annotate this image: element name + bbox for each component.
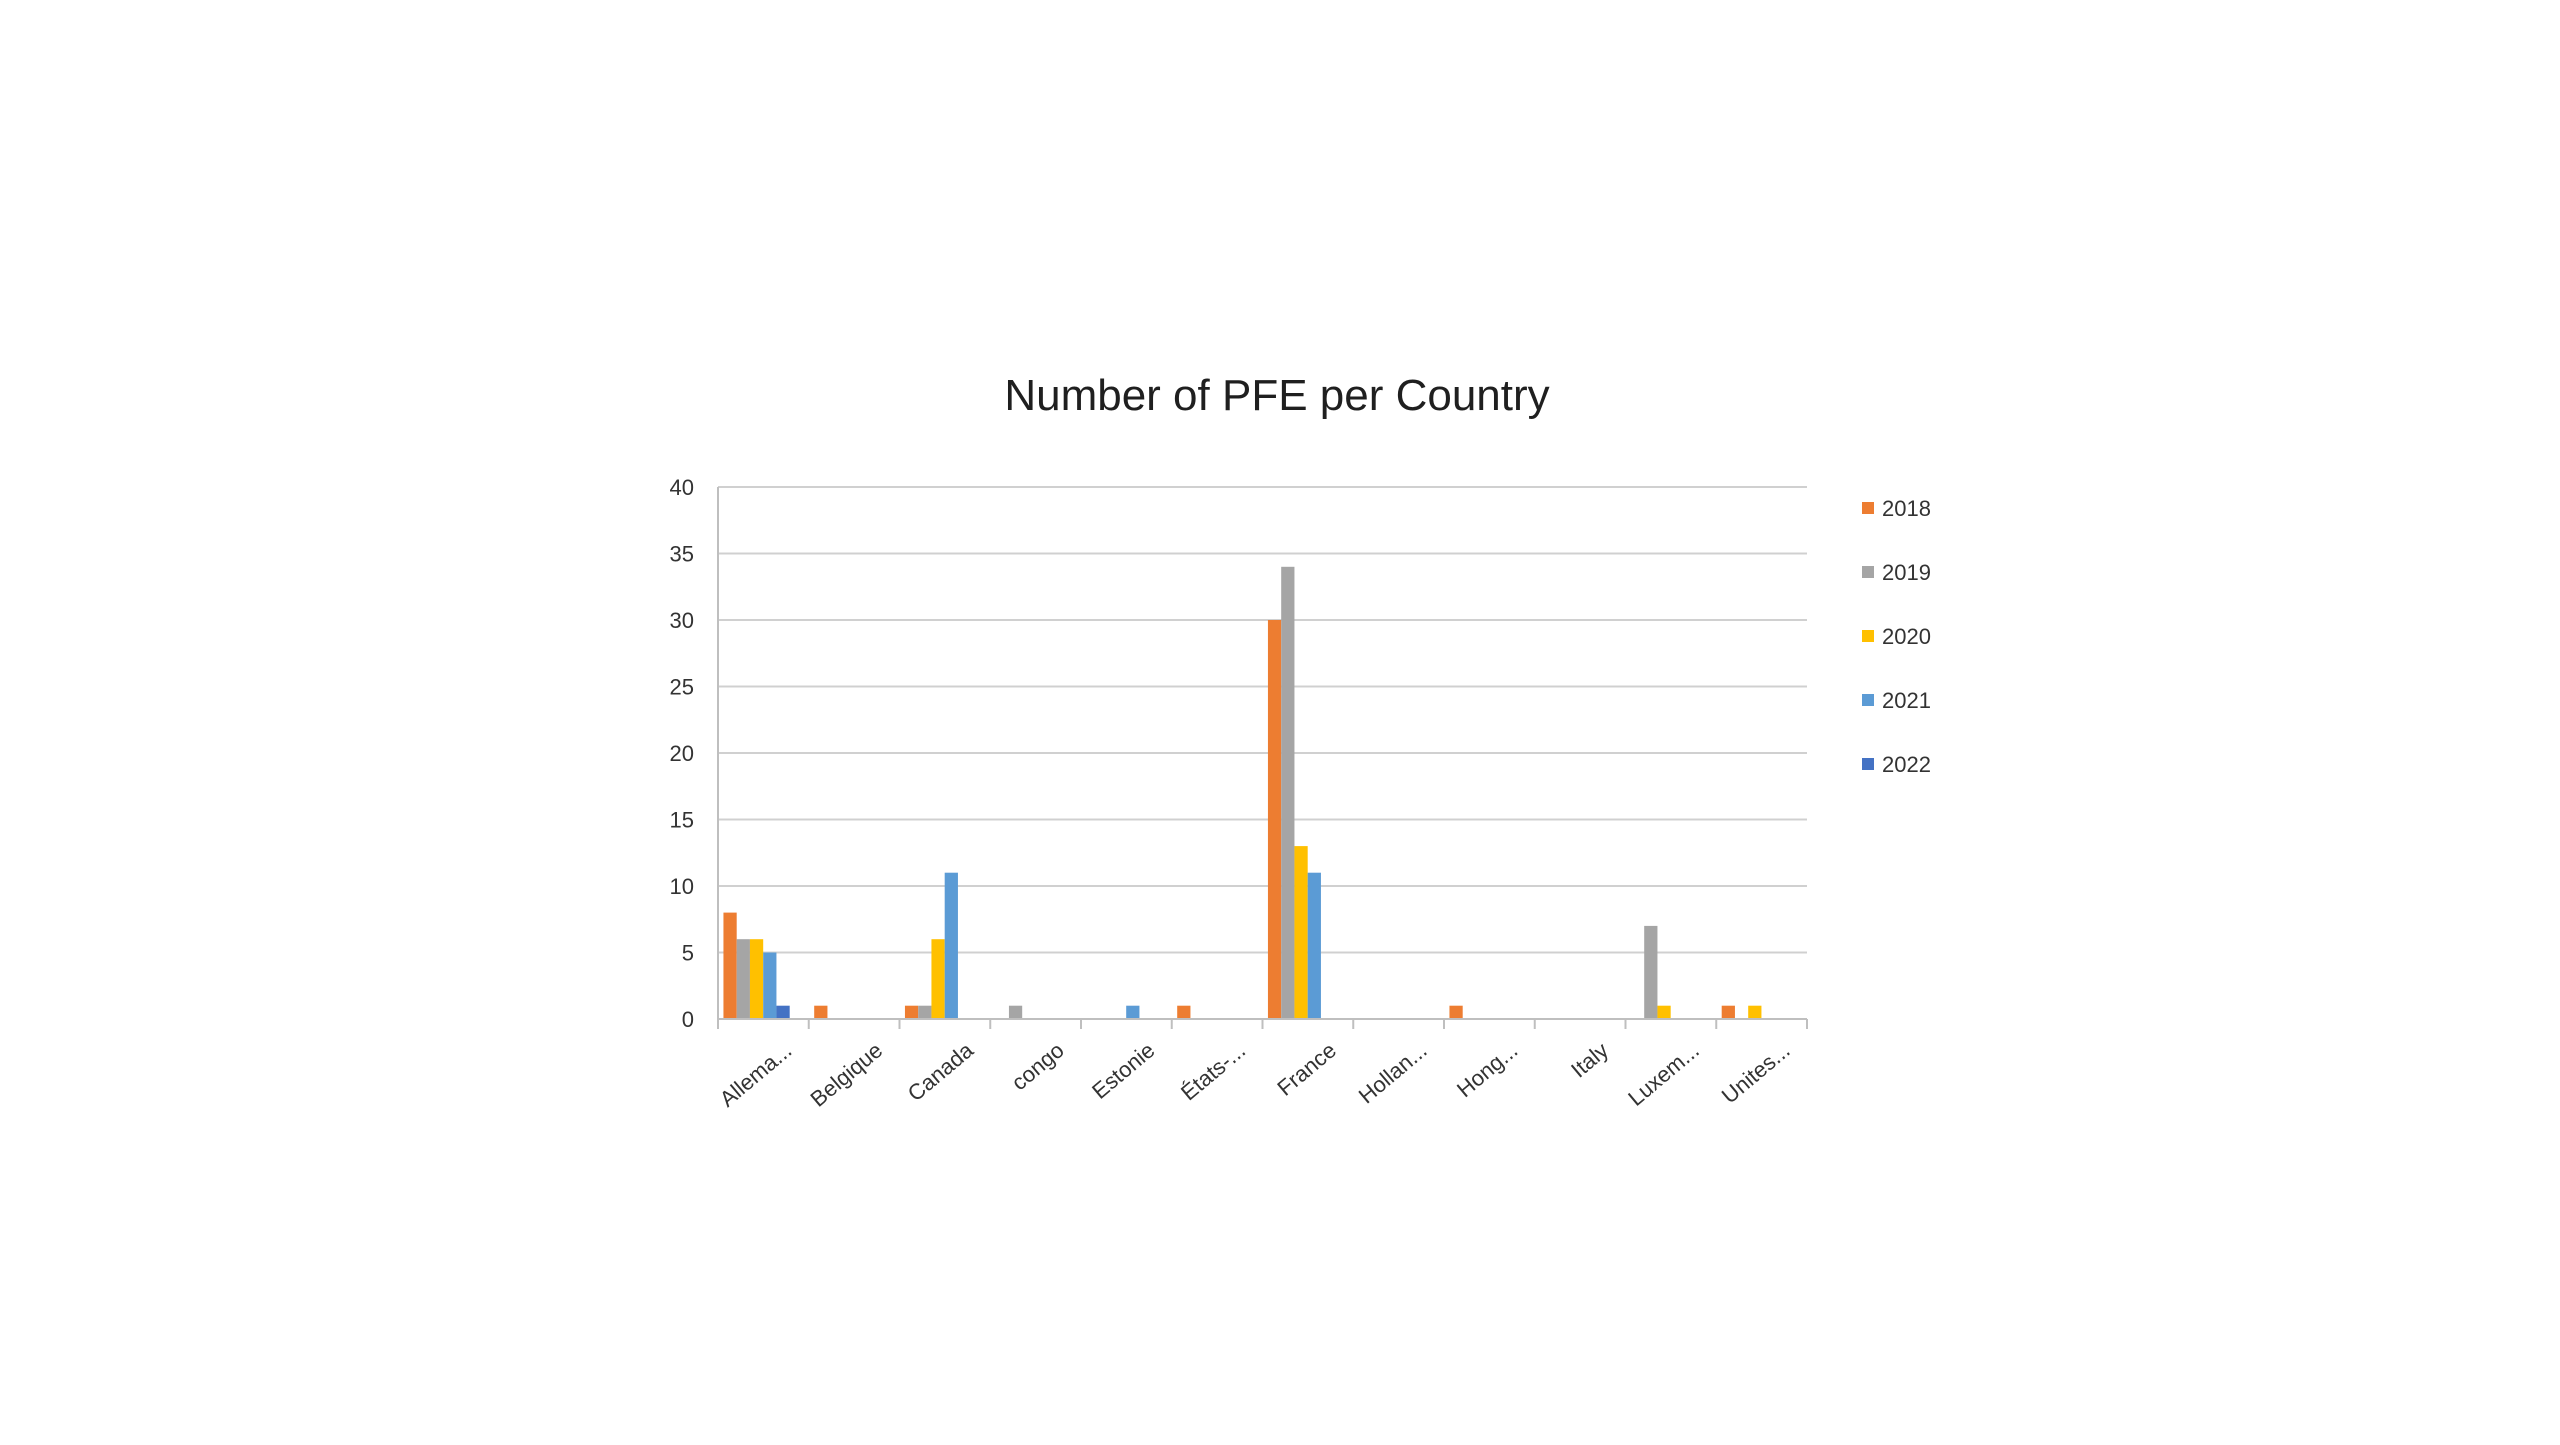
bar-2020-6 xyxy=(1294,846,1308,1019)
y-tick-label: 5 xyxy=(682,941,694,966)
bar-2018-11 xyxy=(1721,1005,1735,1019)
y-tick-label: 40 xyxy=(670,475,694,500)
bar-2021-2 xyxy=(944,872,958,1019)
y-tick-label: 35 xyxy=(670,542,694,567)
chart-title: Number of PFE per Country xyxy=(1004,371,1549,420)
legend-label-2021: 2021 xyxy=(1882,688,1931,713)
y-tick-label: 25 xyxy=(670,675,694,700)
y-axis-tick-labels: 0 5 10 15 20 25 30 35 40 xyxy=(670,475,694,1032)
bars xyxy=(723,566,1762,1019)
y-tick-label: 30 xyxy=(670,608,694,633)
y-tick-label: 20 xyxy=(670,741,694,766)
legend-label-2019: 2019 xyxy=(1882,560,1931,585)
bar-2018-2 xyxy=(904,1005,919,1019)
bar-2020-10 xyxy=(1657,1005,1671,1019)
bar-2020-11 xyxy=(1748,1005,1762,1019)
bar-2018-0 xyxy=(723,912,737,1019)
legend-swatch-2022 xyxy=(1862,758,1874,770)
legend-swatch-2020 xyxy=(1862,630,1874,642)
bar-2019-2 xyxy=(918,1005,932,1019)
y-tick-label: 10 xyxy=(670,874,694,899)
bar-2019-0 xyxy=(736,939,750,1019)
legend-swatch-2019 xyxy=(1862,566,1874,578)
bar-2020-0 xyxy=(749,939,764,1019)
legend-swatch-2018 xyxy=(1862,502,1874,514)
bar-2021-6 xyxy=(1307,872,1321,1019)
legend-label-2018: 2018 xyxy=(1882,496,1931,521)
y-tick-label: 15 xyxy=(670,808,694,833)
bar-2022-0 xyxy=(776,1005,790,1019)
bar-2018-8 xyxy=(1449,1005,1463,1019)
bar-2020-2 xyxy=(931,939,945,1019)
y-tick-label: 0 xyxy=(682,1007,694,1032)
bar-2018-5 xyxy=(1177,1005,1191,1019)
bar-2019-6 xyxy=(1281,566,1295,1019)
bar-2019-10 xyxy=(1644,925,1658,1019)
bar-2018-6 xyxy=(1267,620,1282,1019)
bar-2018-1 xyxy=(814,1005,828,1019)
legend: 2018 2019 2020 2021 2022 xyxy=(1862,496,1931,777)
legend-label-2022: 2022 xyxy=(1882,752,1931,777)
gridlines xyxy=(718,486,1807,954)
bar-2019-3 xyxy=(1008,1005,1023,1019)
bar-2021-4 xyxy=(1126,1005,1140,1019)
x-axis xyxy=(717,487,1808,1029)
legend-label-2020: 2020 xyxy=(1882,624,1931,649)
legend-swatch-2021 xyxy=(1862,694,1874,706)
bar-2021-0 xyxy=(763,952,777,1019)
